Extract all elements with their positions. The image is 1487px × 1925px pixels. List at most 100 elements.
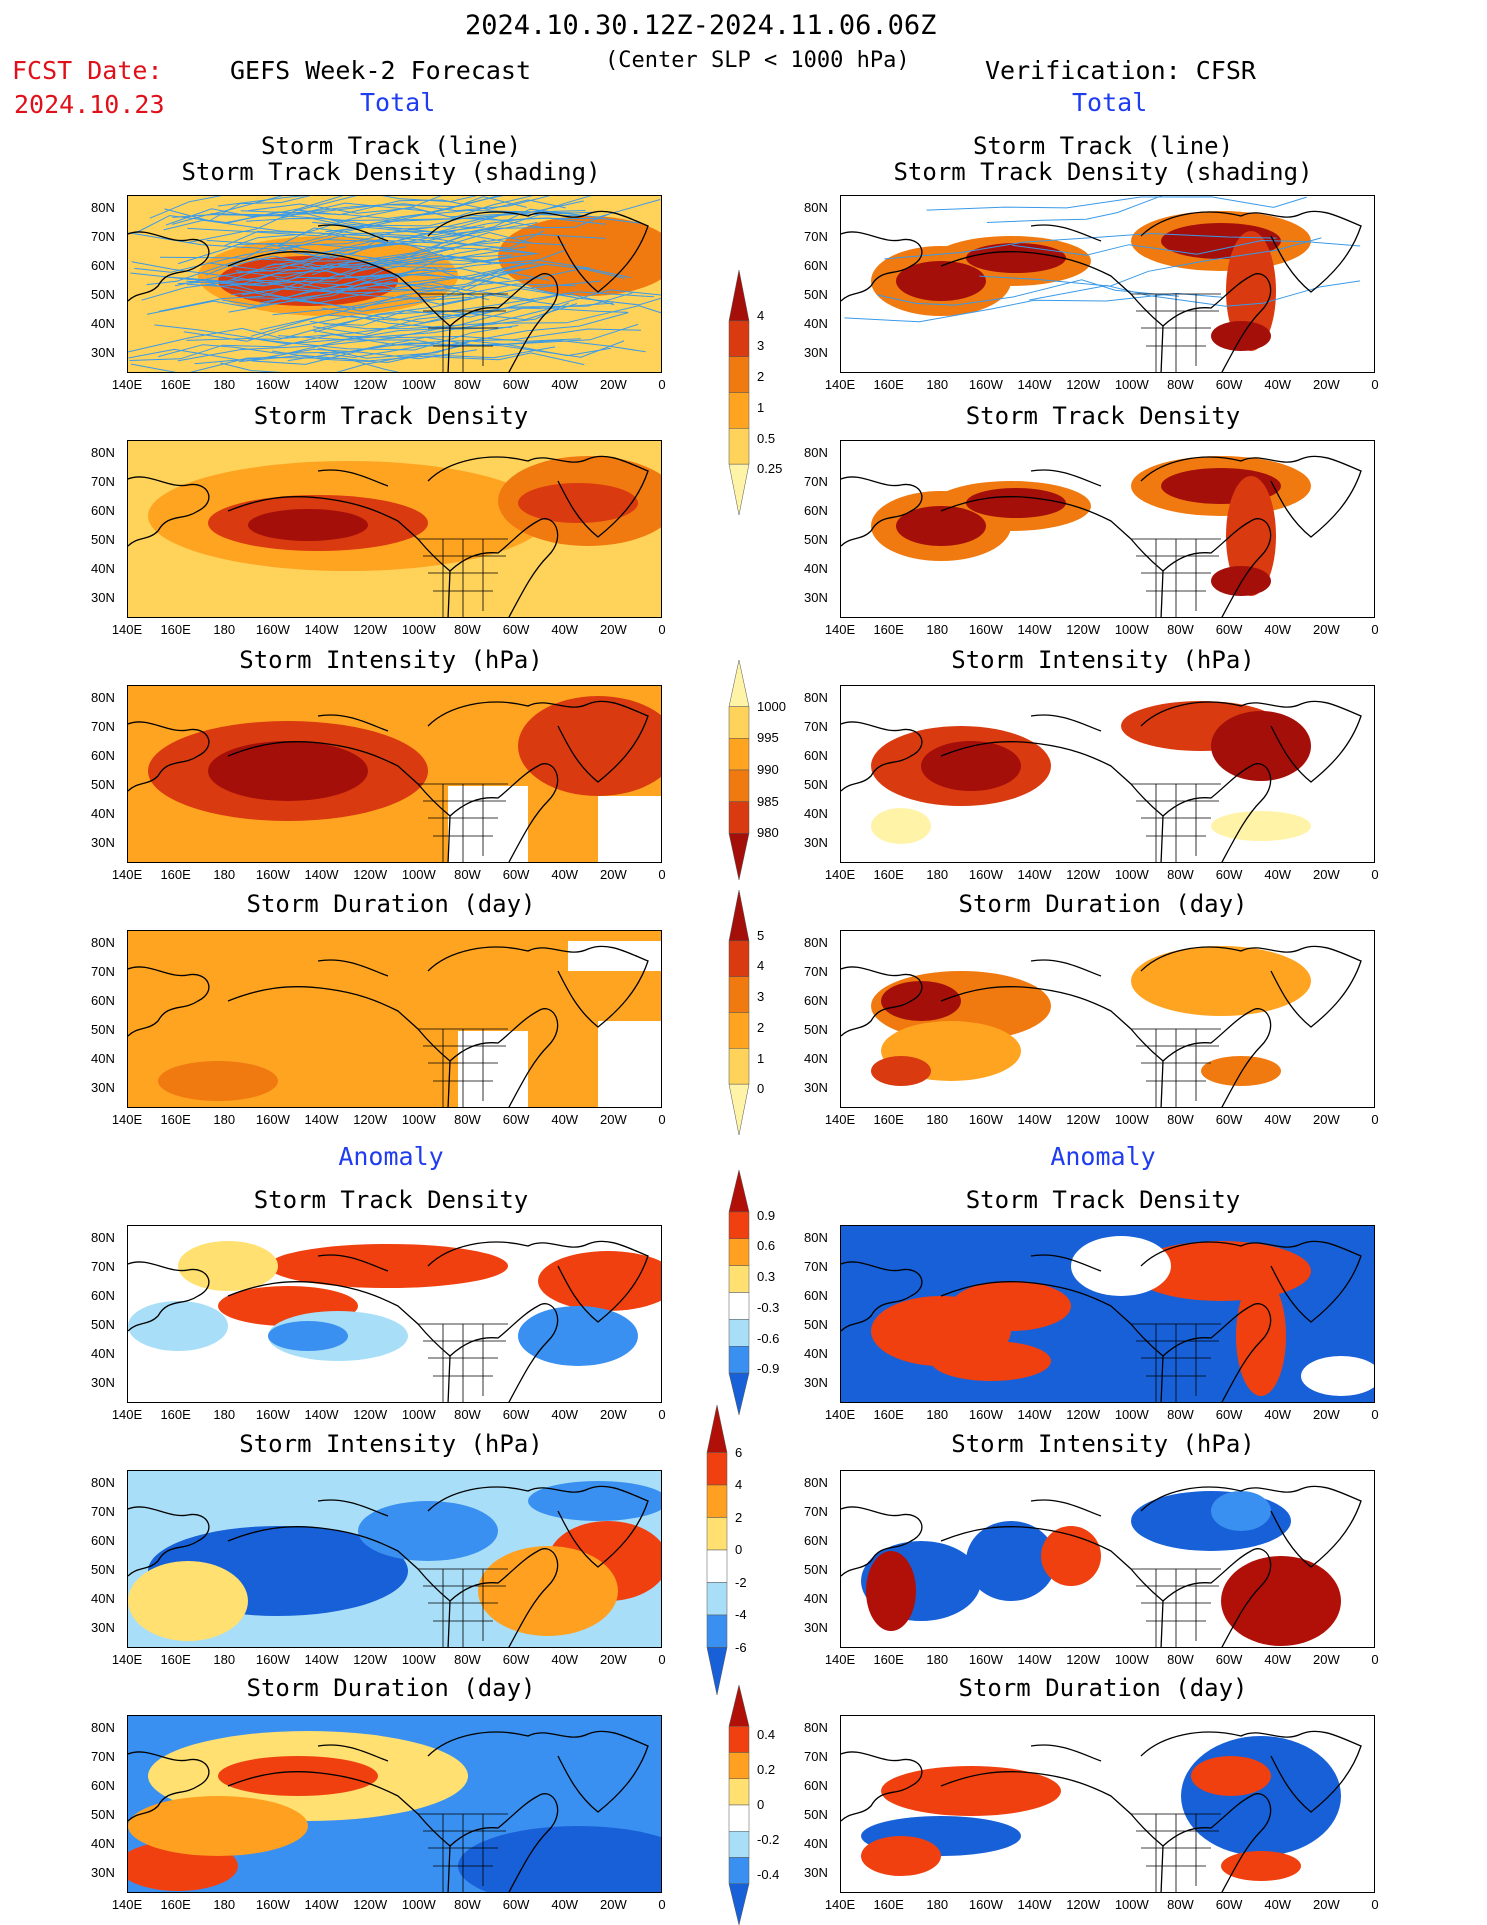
- lon-tick-label: 120W: [1066, 867, 1101, 882]
- colorbar-segment: [728, 1831, 750, 1858]
- lon-tick-label: 40W: [551, 622, 579, 637]
- coastline: [128, 1485, 649, 1647]
- map-panel-right-5: [840, 1225, 1375, 1403]
- lat-tick-label: 40N: [91, 1051, 115, 1066]
- lon-tick-label: 140W: [1017, 1407, 1052, 1422]
- storm-track-line: [220, 346, 556, 372]
- storm-track-line: [248, 303, 578, 340]
- criterion-subtitle: (Center SLP < 1000 hPa): [605, 48, 910, 73]
- colorbar-density-anom: [728, 1170, 750, 1415]
- colorbar-segment: [706, 1405, 728, 1453]
- lon-tick-label: 160W: [968, 867, 1003, 882]
- lat-tick-label: 60N: [804, 1288, 828, 1303]
- forecast-title: GEFS Week-2 Forecast: [230, 56, 532, 85]
- fcst-date-label: FCST Date:: [12, 56, 163, 85]
- map-canvas: [128, 931, 661, 1107]
- storm-track-line: [208, 211, 573, 272]
- shading-blob: [1211, 321, 1271, 351]
- shading-blob: [248, 509, 368, 541]
- lon-tick-label: 140E: [111, 622, 143, 637]
- storm-track-line: [186, 263, 510, 287]
- colorbar-segment: [728, 1372, 750, 1415]
- lon-tick-label: 180: [926, 1897, 949, 1912]
- lon-tick-label: 40W: [1264, 1112, 1292, 1127]
- storm-track-line: [309, 305, 661, 330]
- storm-track-line: [129, 333, 430, 361]
- colorbar-tick-label: 995: [757, 730, 779, 746]
- lat-tick-label: 30N: [804, 835, 828, 850]
- state-borders: [418, 293, 508, 372]
- lon-tick-label: 0: [658, 377, 666, 392]
- lon-tick-label: 100W: [1114, 1897, 1149, 1912]
- lon-tick-label: 120W: [1066, 1652, 1101, 1667]
- colorbar-segment: [728, 1211, 750, 1239]
- colorbar-segment: [706, 1549, 728, 1583]
- lon-tick-label: 20W: [1312, 867, 1340, 882]
- lat-tick-label: 60N: [91, 1288, 115, 1303]
- title-density-anom-left: Storm Track Density: [253, 1186, 529, 1214]
- shading-blob: [128, 1301, 228, 1351]
- lat-tick-label: 30N: [91, 1865, 115, 1880]
- lon-tick-label: 40W: [1264, 1897, 1292, 1912]
- map-canvas: [841, 1226, 1374, 1402]
- lon-tick-label: 100W: [401, 622, 436, 637]
- storm-track-line: [177, 335, 581, 362]
- lon-tick-label: 160W: [968, 1897, 1003, 1912]
- map-panel-left-4: [127, 930, 662, 1108]
- lon-tick-label: 0: [658, 1897, 666, 1912]
- shading-block: [598, 1021, 661, 1107]
- storm-track-line: [272, 340, 625, 363]
- lat-tick-label: 70N: [804, 964, 828, 979]
- shading-blob: [1236, 1276, 1286, 1396]
- lon-tick-label: 140W: [1017, 1652, 1052, 1667]
- verification-title: Verification: CFSR: [985, 56, 1256, 85]
- lon-tick-label: 140W: [304, 1652, 339, 1667]
- lon-tick-label: 40W: [1264, 622, 1292, 637]
- shading-blob: [478, 1546, 618, 1636]
- colorbar-segment: [728, 769, 750, 802]
- lon-tick-label: 0: [1371, 622, 1379, 637]
- lon-tick-label: 100W: [1114, 1112, 1149, 1127]
- coastline: [128, 945, 649, 1107]
- lon-tick-label: 60W: [1215, 867, 1243, 882]
- lon-tick-label: 160E: [873, 1652, 904, 1667]
- storm-track-line: [979, 237, 1322, 287]
- lat-tick-label: 30N: [804, 1080, 828, 1095]
- shading-blob: [268, 1321, 348, 1351]
- lat-tick-label: 30N: [91, 835, 115, 850]
- colorbar-tick-label: 4: [735, 1477, 743, 1492]
- lon-tick-label: 180: [926, 1652, 949, 1667]
- colorbar-segment: [728, 1319, 750, 1347]
- lat-tick-label: 80N: [91, 1475, 115, 1490]
- storm-track-line: [278, 227, 606, 246]
- shading-blob: [881, 981, 961, 1021]
- colorbar-tick-label: -0.4: [757, 1867, 780, 1882]
- lon-tick-label: 20W: [599, 622, 627, 637]
- map-canvas: [128, 686, 661, 862]
- storm-track-line: [844, 292, 1223, 323]
- colorbar-duration-total: [728, 890, 750, 1135]
- colorbar-tick-label: 2: [735, 1509, 743, 1525]
- lon-tick-label: 40W: [551, 1652, 579, 1667]
- lat-tick-label: 30N: [91, 1375, 115, 1390]
- map-canvas: [128, 1240, 661, 1402]
- shading-blob: [871, 1056, 931, 1086]
- lat-tick-label: 60N: [91, 993, 115, 1008]
- lon-tick-label: 140E: [824, 1897, 856, 1912]
- lat-tick-label: 50N: [804, 532, 828, 547]
- lon-tick-label: 20W: [1312, 622, 1340, 637]
- storm-track-line: [325, 217, 606, 233]
- state-borders: [1131, 1323, 1221, 1402]
- shading-blob: [866, 1551, 916, 1631]
- shading-blob: [921, 741, 1021, 791]
- lon-tick-label: 140E: [824, 867, 856, 882]
- colorbar-tick-label: 1000: [757, 698, 786, 714]
- shading-blob: [966, 243, 1066, 273]
- storm-track-line: [884, 232, 1277, 260]
- storm-track-line: [159, 255, 511, 265]
- storm-track-line: [128, 348, 477, 362]
- lat-tick-label: 70N: [804, 1504, 828, 1519]
- lat-tick-label: 30N: [91, 590, 115, 605]
- storm-track-line: [187, 196, 357, 244]
- lon-tick-label: 40W: [1264, 867, 1292, 882]
